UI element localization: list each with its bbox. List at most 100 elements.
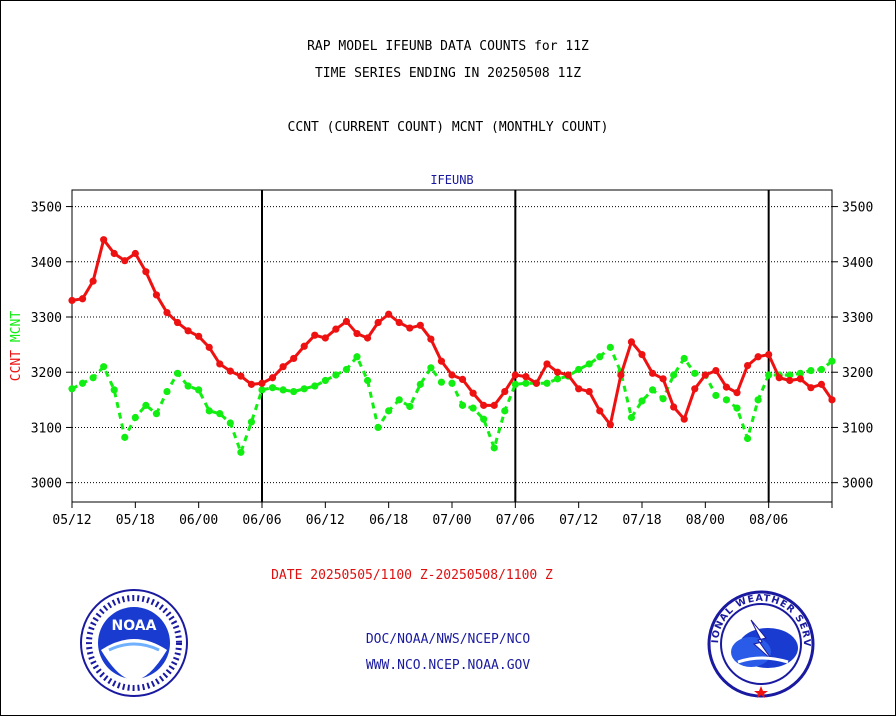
data-point-mcnt [469, 404, 477, 412]
data-point-mcnt [247, 418, 256, 426]
data-point-mcnt [342, 365, 351, 374]
data-point-ccnt [353, 329, 361, 338]
y-axis-label-ccnt: CCNT [9, 350, 24, 381]
data-point-mcnt [353, 353, 361, 361]
y-axis-label: CCNT MCNT [9, 311, 24, 382]
y-tick-label-right: 3500 [842, 201, 873, 216]
noaa-logo: NOAA [79, 588, 189, 702]
data-point-mcnt [110, 386, 118, 394]
data-point-mcnt [627, 413, 636, 422]
y-axis-label-mcnt: MCNT [9, 311, 24, 342]
data-point-mcnt [680, 354, 688, 363]
chart-title-line1: RAP MODEL IFEUNB DATA COUNTS for 11Z [307, 39, 589, 54]
nws-logo: NATIONAL WEATHER SERVICE [702, 582, 816, 702]
x-tick-label: 07/06 [496, 513, 535, 528]
plot-title: IFEUNB [430, 173, 473, 187]
data-point-ccnt [448, 371, 456, 379]
data-point-ccnt [575, 385, 583, 393]
data-point-ccnt [195, 332, 203, 340]
data-point-mcnt [691, 369, 699, 377]
x-tick-label: 06/06 [242, 513, 281, 528]
data-point-mcnt [754, 396, 762, 404]
data-point-ccnt [385, 310, 393, 318]
data-point-mcnt [216, 410, 224, 418]
data-point-ccnt [564, 371, 572, 379]
data-point-mcnt [68, 385, 76, 393]
data-point-ccnt [701, 371, 709, 379]
data-point-ccnt [469, 389, 477, 397]
data-point-mcnt [332, 371, 340, 379]
data-point-mcnt [553, 375, 562, 383]
data-point-ccnt [173, 318, 182, 327]
data-point-mcnt [78, 379, 87, 387]
data-point-ccnt [480, 401, 488, 409]
data-point-mcnt [385, 407, 393, 415]
data-point-mcnt [268, 384, 277, 392]
data-point-ccnt [258, 379, 266, 387]
data-point-ccnt [722, 383, 731, 391]
data-point-ccnt [89, 277, 97, 285]
data-point-mcnt [374, 423, 382, 432]
data-point-ccnt [290, 354, 298, 363]
series-line-mcnt [71, 345, 833, 454]
data-point-mcnt [743, 434, 752, 443]
data-point-mcnt [279, 386, 287, 394]
data-point-mcnt [765, 371, 773, 379]
data-point-ccnt [691, 385, 699, 393]
y-tick-label-left: 3200 [31, 366, 62, 381]
y-tick-label-right: 3300 [842, 311, 873, 326]
data-point-mcnt [321, 376, 329, 385]
data-point-mcnt [226, 419, 234, 427]
data-point-mcnt [817, 365, 826, 374]
data-point-ccnt [786, 376, 794, 385]
data-point-mcnt [733, 404, 741, 412]
data-point-ccnt [543, 360, 551, 368]
x-tick-label: 08/00 [686, 513, 725, 528]
data-point-mcnt [638, 397, 646, 405]
data-point-ccnt [522, 373, 530, 381]
data-point-ccnt [712, 366, 720, 375]
x-tick-label: 07/18 [622, 513, 661, 528]
data-point-ccnt [553, 368, 562, 376]
data-point-ccnt [311, 331, 319, 339]
data-point-ccnt [68, 296, 76, 305]
y-axis-label-spacer [9, 342, 24, 350]
data-point-mcnt [427, 364, 435, 372]
x-tick-label: 06/12 [306, 513, 345, 528]
data-point-ccnt [670, 403, 678, 411]
data-point-mcnt [480, 415, 488, 423]
data-point-mcnt [300, 385, 308, 393]
data-point-mcnt [786, 371, 794, 379]
data-point-mcnt [311, 382, 319, 390]
data-point-ccnt [131, 249, 139, 258]
data-point-mcnt [163, 387, 171, 396]
data-point-ccnt [817, 380, 826, 388]
data-point-ccnt [617, 371, 625, 379]
data-point-mcnt [131, 413, 139, 422]
data-point-ccnt [648, 369, 657, 377]
data-point-ccnt [110, 249, 118, 258]
data-point-ccnt [363, 334, 372, 342]
data-point-mcnt [828, 357, 836, 365]
y-tick-label-left: 3300 [31, 311, 62, 326]
data-point-mcnt [648, 386, 657, 394]
x-axis-label: DATE 20250505/1100 Z-20250508/1100 Z [271, 568, 553, 583]
data-point-ccnt [163, 308, 171, 317]
footer-line2: WWW.NCO.NCEP.NOAA.GOV [365, 658, 531, 673]
data-point-mcnt [448, 379, 456, 387]
data-point-mcnt [796, 369, 804, 377]
data-point-ccnt [406, 324, 414, 332]
data-point-ccnt [121, 257, 129, 265]
data-point-ccnt [216, 360, 224, 368]
data-point-ccnt [321, 334, 329, 342]
data-point-ccnt [152, 291, 161, 299]
data-point-ccnt [279, 363, 287, 371]
data-point-ccnt [205, 343, 213, 351]
data-point-mcnt [458, 401, 467, 409]
y-tick-label-right: 3100 [842, 421, 873, 436]
data-point-ccnt [237, 372, 245, 380]
data-point-ccnt [332, 325, 340, 333]
x-tick-label: 06/00 [179, 513, 218, 528]
y-tick-label-left: 3500 [31, 201, 62, 216]
data-point-mcnt [511, 380, 519, 388]
